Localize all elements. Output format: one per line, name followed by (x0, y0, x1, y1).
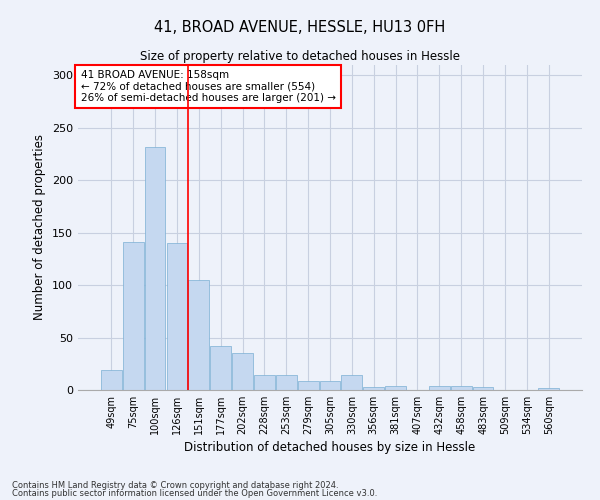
Text: Contains HM Land Registry data © Crown copyright and database right 2024.: Contains HM Land Registry data © Crown c… (12, 480, 338, 490)
Bar (451, 386, 472, 390)
Text: Contains public sector information licensed under the Open Government Licence v3: Contains public sector information licen… (12, 489, 377, 498)
Bar (429, 386, 450, 390)
Text: 41 BROAD AVENUE: 158sqm
← 72% of detached houses are smaller (554)
26% of semi-d: 41 BROAD AVENUE: 158sqm ← 72% of detache… (80, 70, 335, 103)
Bar (276, 376, 296, 390)
Bar (254, 376, 275, 390)
Bar (188, 280, 209, 390)
Y-axis label: Number of detached properties: Number of detached properties (34, 134, 46, 320)
Bar (167, 243, 187, 390)
Bar (341, 376, 362, 390)
Bar (473, 387, 493, 390)
Text: Size of property relative to detached houses in Hessle: Size of property relative to detached ho… (140, 50, 460, 63)
Bar (385, 386, 406, 390)
Bar (364, 387, 384, 390)
Bar (101, 370, 122, 390)
Bar (145, 147, 166, 390)
Bar (538, 388, 559, 390)
Bar (298, 380, 319, 390)
Bar (210, 346, 231, 390)
Bar (123, 242, 143, 390)
X-axis label: Distribution of detached houses by size in Hessle: Distribution of detached houses by size … (184, 441, 476, 454)
Text: 41, BROAD AVENUE, HESSLE, HU13 0FH: 41, BROAD AVENUE, HESSLE, HU13 0FH (154, 20, 446, 35)
Bar (232, 354, 253, 390)
Bar (320, 380, 340, 390)
